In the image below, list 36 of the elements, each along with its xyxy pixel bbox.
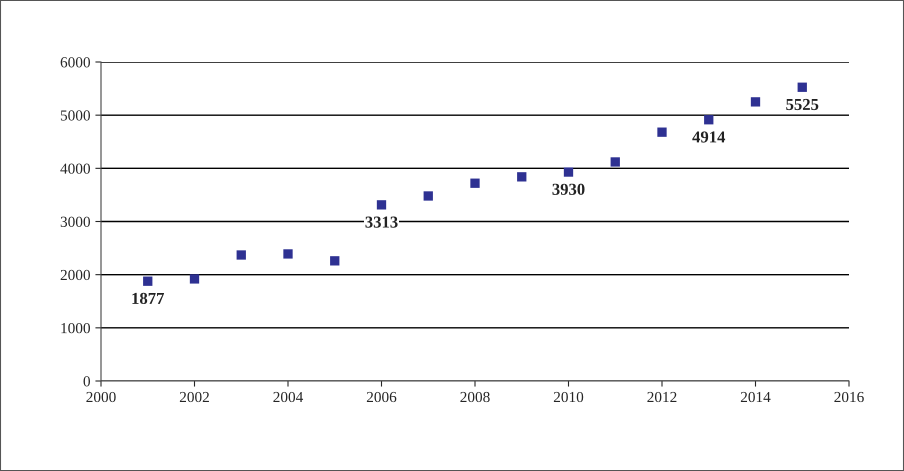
y-tick-label: 0 (84, 376, 90, 386)
data-label: 3313 (365, 216, 398, 228)
point (610, 157, 620, 167)
point (283, 249, 293, 259)
y-tick-label: 4000 (60, 163, 90, 174)
x-tick-label: 2000 (86, 392, 116, 402)
y-tick-label: 2000 (60, 270, 90, 280)
point (657, 128, 667, 137)
point (564, 167, 574, 177)
x-tick-label: 2002 (180, 392, 209, 402)
point (330, 256, 340, 266)
x-tick-label: 2010 (554, 392, 584, 402)
point (424, 191, 433, 201)
x-tick-label: 2014 (740, 392, 771, 402)
y-tick-label: 1000 (61, 322, 90, 334)
y-tick-label: 3000 (60, 216, 90, 227)
point (143, 276, 152, 286)
point (798, 82, 807, 92)
point (517, 172, 526, 182)
x-tick-label: 2006 (366, 392, 396, 402)
point (750, 97, 760, 107)
y-tick-label: 5000 (60, 110, 90, 121)
point (190, 274, 200, 284)
x-tick-label: 2004 (273, 392, 304, 402)
point (236, 250, 246, 260)
data-label: 3930 (552, 184, 585, 195)
data-label: 4914 (692, 131, 726, 143)
y-tick-label: 6000 (60, 57, 90, 68)
data-label: 1877 (132, 292, 164, 304)
x-tick-label: 2016 (834, 392, 864, 402)
point (470, 178, 480, 188)
x-tick-label: 2008 (460, 392, 490, 402)
point (376, 200, 386, 210)
point (704, 115, 714, 124)
data-label: 5525 (786, 98, 818, 110)
x-tick-label: 2012 (647, 392, 676, 402)
